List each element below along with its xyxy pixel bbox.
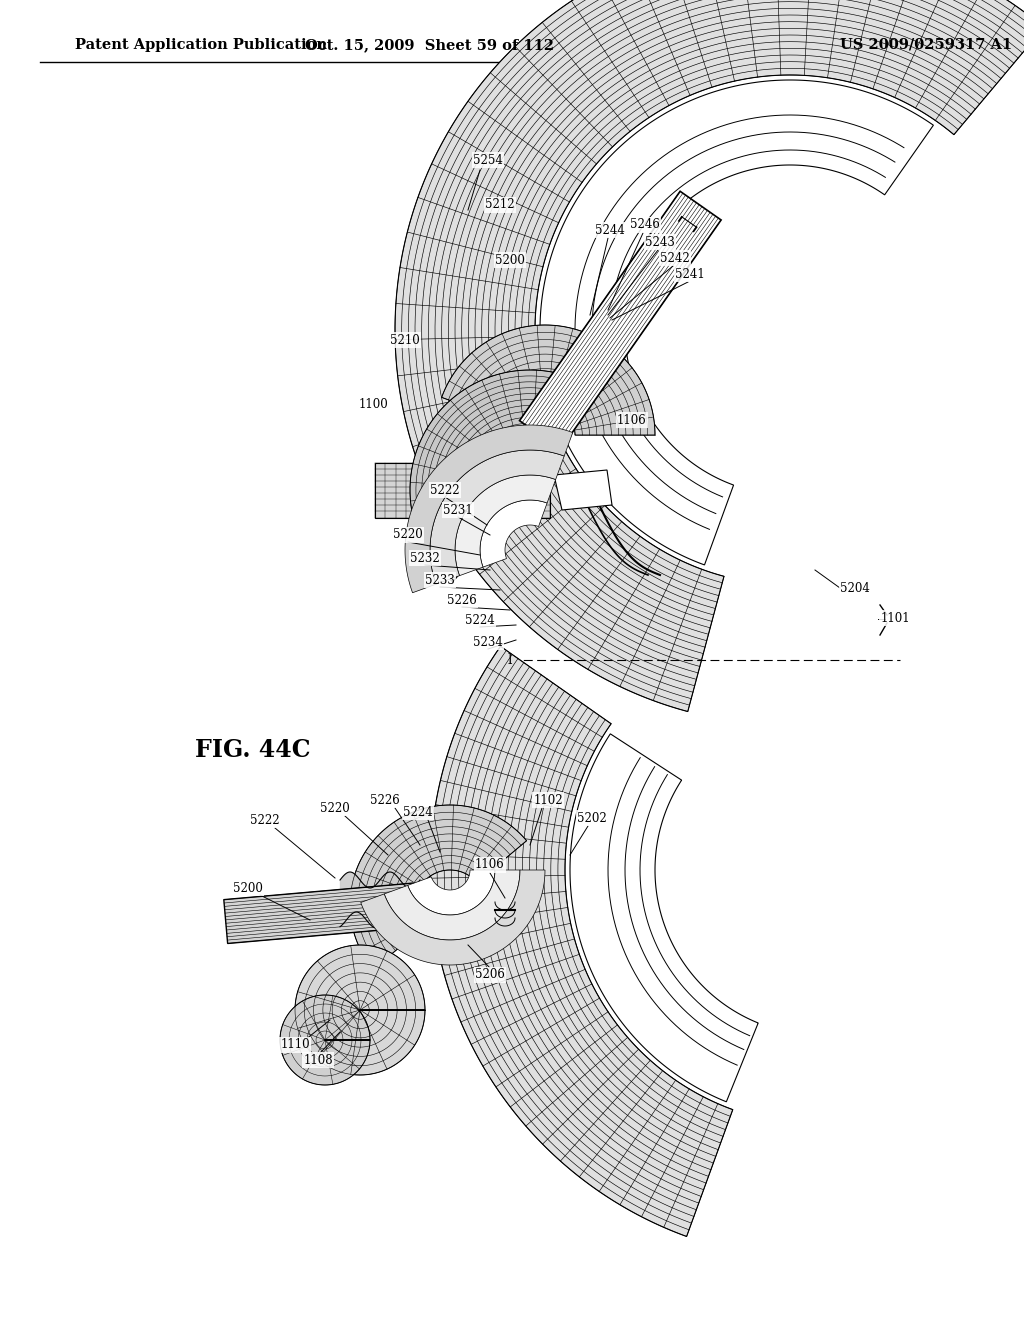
Polygon shape <box>408 870 495 915</box>
Text: 5220: 5220 <box>321 801 350 814</box>
Text: Patent Application Publication: Patent Application Publication <box>75 38 327 51</box>
Text: 5234: 5234 <box>473 635 503 648</box>
Polygon shape <box>395 0 1024 711</box>
Text: 5232: 5232 <box>411 552 440 565</box>
Text: l: l <box>508 653 512 667</box>
Polygon shape <box>410 370 590 582</box>
Polygon shape <box>384 870 520 940</box>
Text: 1100: 1100 <box>358 399 388 412</box>
Text: 5244: 5244 <box>595 223 625 236</box>
Text: 5231: 5231 <box>443 503 473 516</box>
Text: 5224: 5224 <box>403 805 433 818</box>
Text: 5243: 5243 <box>645 235 675 248</box>
Polygon shape <box>540 81 934 565</box>
Polygon shape <box>430 647 733 1237</box>
Polygon shape <box>406 425 572 593</box>
Polygon shape <box>350 805 526 969</box>
Text: 5226: 5226 <box>447 594 477 606</box>
Text: 1106: 1106 <box>475 858 505 871</box>
Text: 5210: 5210 <box>390 334 420 346</box>
Polygon shape <box>455 475 556 576</box>
Polygon shape <box>280 995 370 1085</box>
Text: 5212: 5212 <box>485 198 515 211</box>
Polygon shape <box>570 734 758 1102</box>
Text: Oct. 15, 2009  Sheet 59 of 112: Oct. 15, 2009 Sheet 59 of 112 <box>305 38 555 51</box>
Polygon shape <box>519 191 721 449</box>
Text: 5206: 5206 <box>475 969 505 982</box>
Polygon shape <box>375 462 550 517</box>
Polygon shape <box>480 500 547 568</box>
Polygon shape <box>224 883 417 944</box>
Text: 5220: 5220 <box>393 528 423 541</box>
Text: 5242: 5242 <box>660 252 690 264</box>
Text: 5202: 5202 <box>578 812 607 825</box>
Text: 5254: 5254 <box>473 153 503 166</box>
Text: 5222: 5222 <box>250 813 280 826</box>
Text: 5222: 5222 <box>430 483 460 496</box>
Polygon shape <box>430 450 564 585</box>
Text: 5200: 5200 <box>233 882 263 895</box>
Text: 5246: 5246 <box>630 219 659 231</box>
Text: US 2009/0259317 A1: US 2009/0259317 A1 <box>840 38 1012 51</box>
Text: FIG. 44C: FIG. 44C <box>195 738 310 762</box>
Polygon shape <box>295 945 425 1074</box>
Text: 5233: 5233 <box>425 573 455 586</box>
Text: 1101: 1101 <box>881 611 909 624</box>
Text: 1108: 1108 <box>303 1053 333 1067</box>
Text: 5241: 5241 <box>675 268 705 281</box>
Text: 1102: 1102 <box>534 793 563 807</box>
Polygon shape <box>554 470 612 510</box>
Polygon shape <box>360 870 545 965</box>
Text: 5226: 5226 <box>370 793 400 807</box>
Polygon shape <box>441 325 655 436</box>
Text: 1106: 1106 <box>617 413 647 426</box>
Text: 1110: 1110 <box>281 1039 310 1052</box>
Text: 5200: 5200 <box>495 253 525 267</box>
Text: 5204: 5204 <box>840 582 870 594</box>
Text: 5224: 5224 <box>465 614 495 627</box>
